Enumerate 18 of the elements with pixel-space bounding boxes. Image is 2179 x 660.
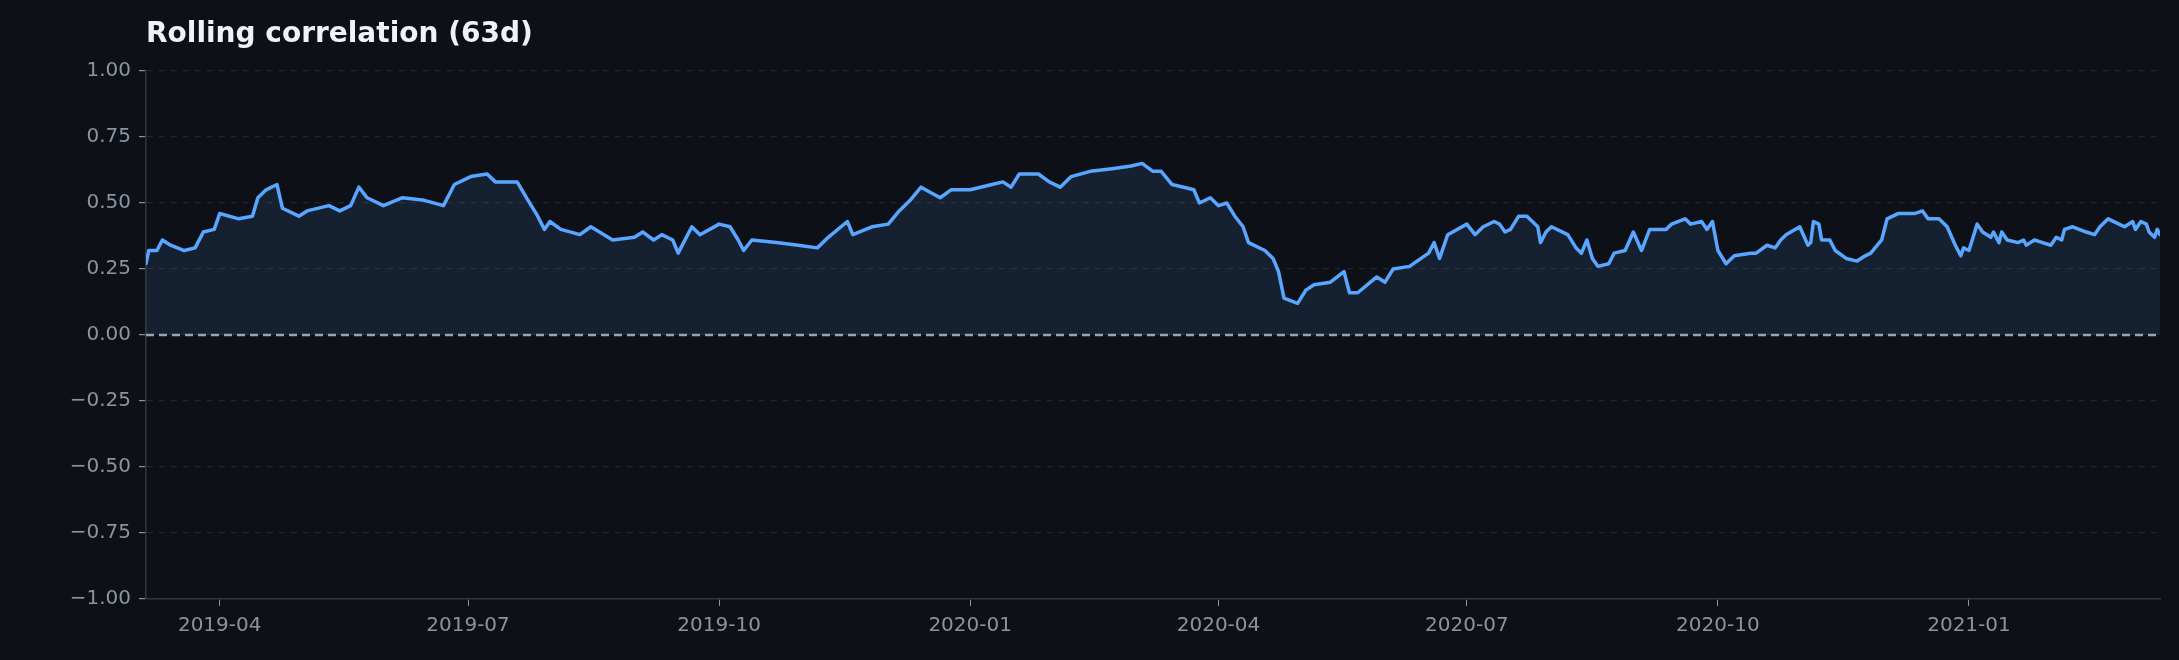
x-tick-label: 2020-10	[1676, 612, 1760, 637]
x-tick-label: 2020-04	[1176, 612, 1261, 637]
x-tick-label: 2020-07	[1425, 612, 1509, 637]
y-tick-label: 0.75	[86, 123, 131, 148]
y-tick-label: 0.50	[86, 189, 131, 214]
y-tick-label: 0.00	[86, 321, 131, 346]
y-tick-label: −0.50	[69, 453, 131, 478]
y-tick-label: −1.00	[69, 585, 131, 610]
y-tick-label: −0.25	[69, 387, 131, 412]
y-tick-label: 0.25	[86, 255, 131, 280]
x-tick-label: 2021-01	[1927, 612, 2011, 637]
x-tick-label: 2020-01	[928, 612, 1012, 637]
x-tick-label: 2019-04	[177, 612, 262, 637]
x-tick-label: 2019-07	[426, 612, 510, 637]
y-tick-label: 1.00	[86, 57, 131, 82]
y-tick-label: −0.75	[69, 519, 131, 544]
chart-title: Rolling correlation (63d)	[146, 16, 533, 49]
x-tick-label: 2019-10	[677, 612, 761, 637]
